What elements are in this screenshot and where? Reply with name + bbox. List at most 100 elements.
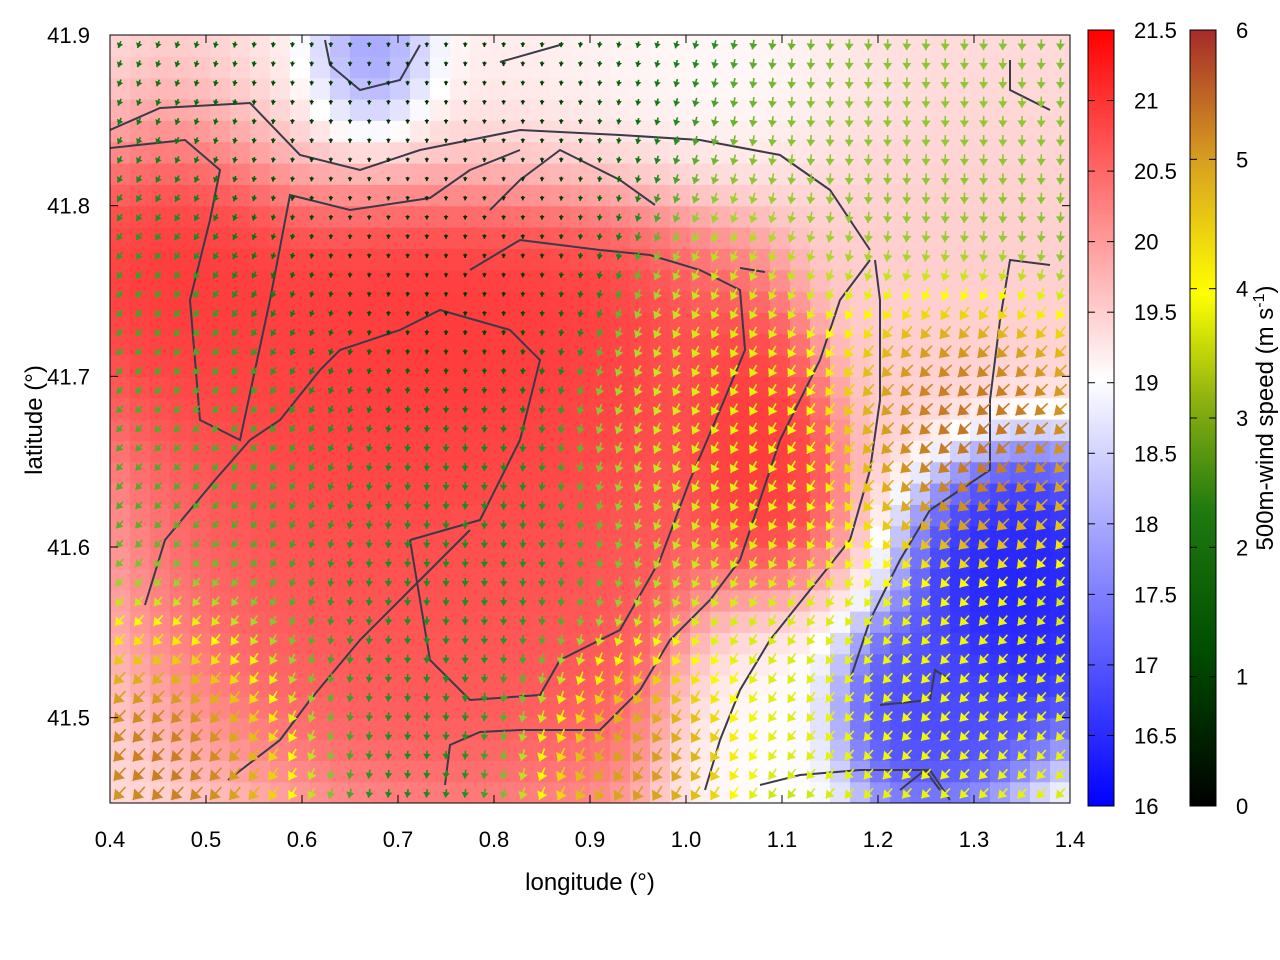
heatmap-cell <box>330 589 351 612</box>
heatmap-cell <box>430 419 451 441</box>
heatmap-cell <box>770 781 791 803</box>
heatmap-cell <box>310 525 331 548</box>
heatmap-cell <box>990 141 1011 164</box>
heatmap-cell <box>430 184 451 207</box>
heatmap-cell <box>550 291 571 313</box>
heatmap-cell <box>390 248 411 271</box>
heatmap-cell <box>170 547 191 569</box>
heatmap-cell <box>610 99 631 121</box>
heatmap-cell <box>790 141 811 164</box>
heatmap-cell <box>230 184 251 207</box>
heatmap-cell <box>450 120 471 143</box>
heatmap-cell <box>750 397 771 420</box>
heatmap-cell <box>850 99 871 121</box>
wind-arrow <box>114 596 125 607</box>
heatmap-cell <box>850 568 871 591</box>
heatmap-cell <box>490 312 511 335</box>
heatmap-cell <box>810 675 831 697</box>
wind-arrow <box>154 290 162 299</box>
heatmap-cell <box>650 205 671 228</box>
heatmap-cell <box>210 248 231 271</box>
heatmap-cell <box>830 35 851 57</box>
heatmap-cell <box>670 547 691 569</box>
heatmap-cell <box>550 461 571 484</box>
heatmap-cell <box>570 355 591 377</box>
colorbar-tick-label: 20.5 <box>1134 159 1177 184</box>
heatmap-cell <box>130 355 151 377</box>
heatmap-cell <box>510 461 531 484</box>
heatmap-cell <box>530 483 551 505</box>
heatmap-cell <box>910 483 931 505</box>
heatmap-cell <box>830 227 851 249</box>
heatmap-cell <box>370 227 391 249</box>
heatmap-cell <box>990 739 1011 761</box>
wind-arrow <box>132 728 146 743</box>
heatmap-cell <box>250 269 271 292</box>
colorbar-tick-label: 16 <box>1134 794 1158 819</box>
heatmap-cell <box>510 248 531 271</box>
heatmap-cell <box>430 568 451 591</box>
heatmap-cell <box>1030 77 1051 100</box>
heatmap-cell <box>310 717 331 740</box>
heatmap-cell <box>790 525 811 548</box>
heatmap-cell <box>150 397 171 420</box>
wind-arrow <box>113 652 126 666</box>
wind-arrow <box>116 98 124 106</box>
heatmap-cell <box>210 440 231 463</box>
heatmap-cell <box>670 35 691 57</box>
heatmap-cell <box>230 611 251 633</box>
heatmap-cell <box>850 141 871 164</box>
heatmap-cell <box>670 99 691 121</box>
heatmap-cell <box>930 333 951 356</box>
heatmap-cell <box>350 419 371 441</box>
heatmap-cell <box>170 248 191 271</box>
heatmap-cell <box>810 312 831 335</box>
wind-arrow <box>133 633 145 646</box>
heatmap-cell <box>490 163 511 185</box>
heatmap-cell <box>590 461 611 484</box>
heatmap-cell <box>370 781 391 803</box>
heatmap-cell <box>750 739 771 761</box>
heatmap-cell <box>650 440 671 463</box>
heatmap-cell <box>110 568 131 591</box>
heatmap-cell <box>450 291 471 313</box>
heatmap-cell <box>1030 461 1051 484</box>
heatmap-cell <box>930 717 951 740</box>
heatmap-cell <box>770 227 791 249</box>
heatmap-cell <box>770 355 791 377</box>
heatmap-cell <box>310 77 331 100</box>
heatmap-cell <box>290 739 311 761</box>
heatmap-cell <box>190 632 211 655</box>
heatmap-cell <box>710 589 731 612</box>
heatmap-cell <box>210 120 231 143</box>
heatmap-cell <box>330 355 351 377</box>
heatmap-cell <box>550 696 571 719</box>
heatmap-cell <box>910 589 931 612</box>
heatmap-cell <box>910 781 931 803</box>
heatmap-cell <box>530 717 551 740</box>
heatmap-cell <box>430 291 451 313</box>
heatmap-cell <box>450 461 471 484</box>
heatmap-cell <box>270 291 291 313</box>
heatmap-cell <box>650 397 671 420</box>
wind-arrow <box>154 309 162 318</box>
heatmap-cell <box>790 333 811 356</box>
heatmap-cell <box>310 440 331 463</box>
heatmap-cell <box>330 696 351 719</box>
x-tick-label: 1.1 <box>767 827 798 852</box>
heatmap-cell <box>810 77 831 100</box>
heatmap-cell <box>950 163 971 185</box>
heatmap-cell <box>550 504 571 527</box>
heatmap-cell <box>390 611 411 633</box>
heatmap-cell <box>810 717 831 740</box>
heatmap-cell <box>450 184 471 207</box>
heatmap-cell <box>490 440 511 463</box>
y-tick-label: 41.7 <box>47 364 90 389</box>
heatmap-cell <box>650 141 671 164</box>
heatmap-cell <box>350 77 371 100</box>
heatmap-cell <box>550 99 571 121</box>
wind-arrow <box>133 614 145 627</box>
heatmap-cell <box>890 653 911 676</box>
heatmap-cell <box>1050 333 1070 356</box>
heatmap-cell <box>910 269 931 292</box>
